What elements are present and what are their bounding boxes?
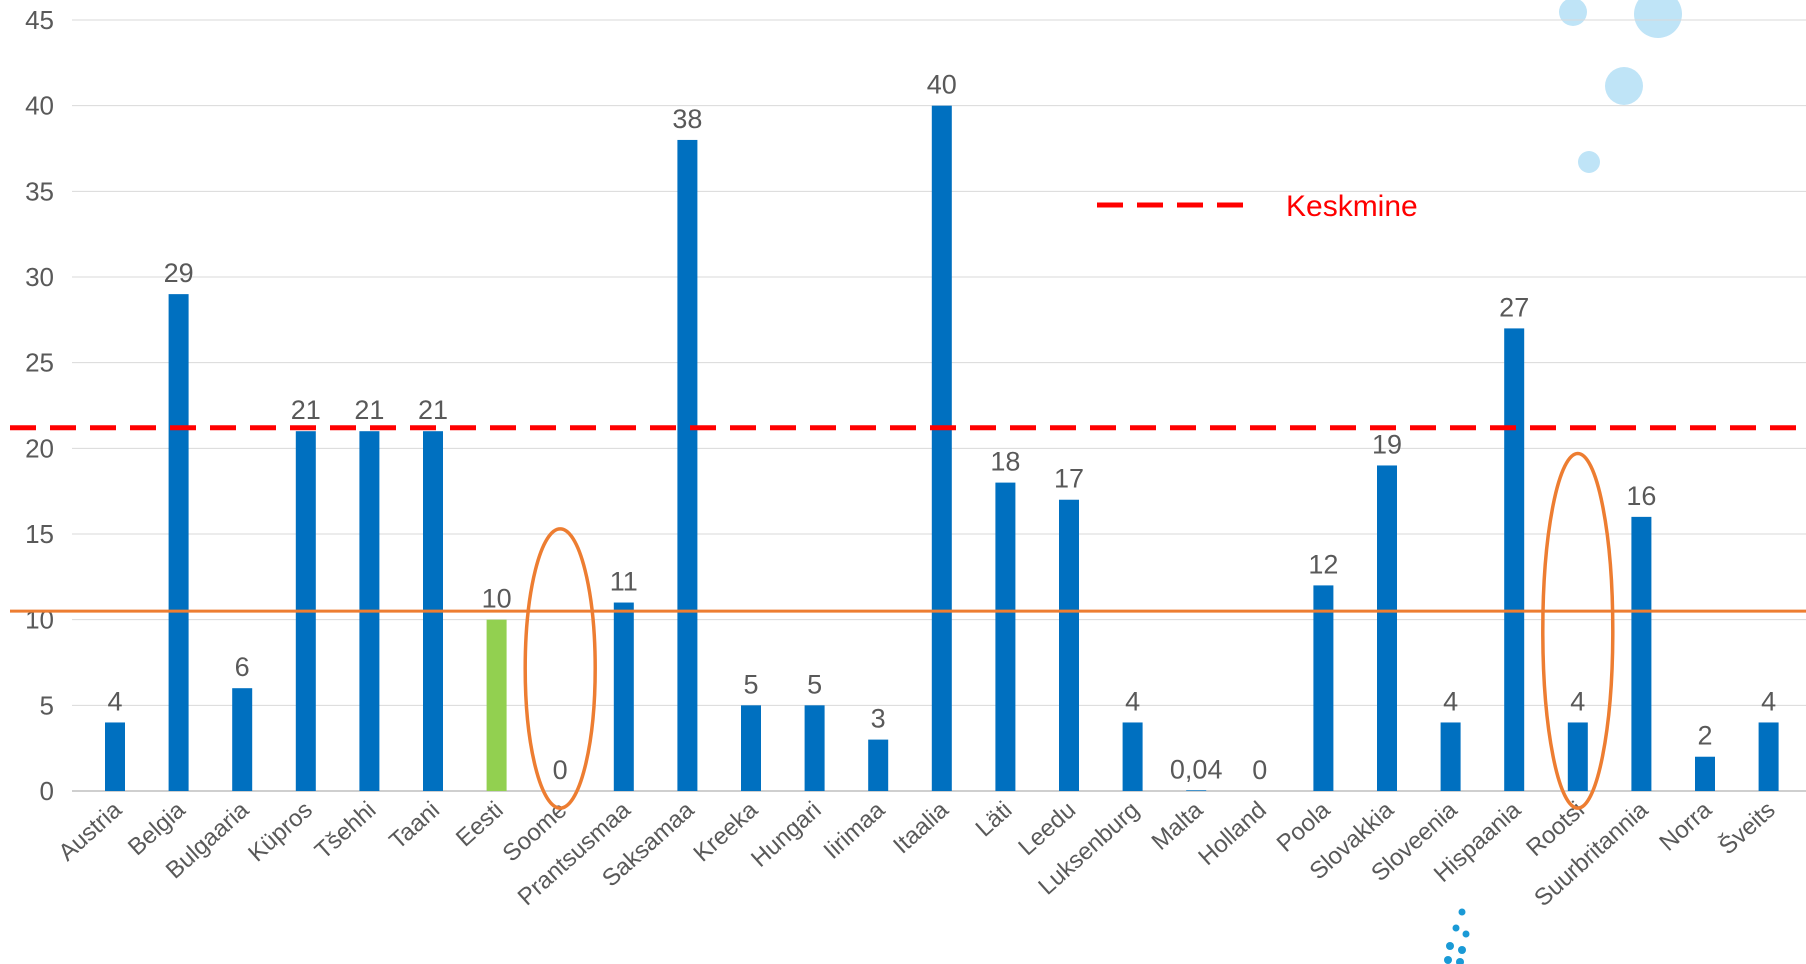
x-tick-label-taani: Taani: [384, 796, 445, 854]
data-label-holland: 0: [1252, 755, 1267, 785]
x-tick-label-sveits: Šveits: [1713, 796, 1780, 861]
y-tick-label-0: 0: [40, 776, 54, 806]
data-label-bulgaaria: 6: [235, 652, 250, 682]
bar-itaalia: [931, 105, 952, 791]
data-label-poola: 12: [1308, 549, 1338, 579]
data-label-suurbritannia: 16: [1626, 481, 1656, 511]
data-label-kupros: 21: [291, 395, 321, 425]
y-tick-label-20: 20: [25, 433, 54, 463]
highlight-circles: [523, 451, 1615, 810]
bar-leedu: [1059, 499, 1079, 791]
bar-hispaania: [1504, 328, 1525, 791]
data-label-tsehhi: 21: [354, 395, 384, 425]
decorative-bubble-2: [1634, 0, 1682, 38]
data-label-iirimaa: 3: [871, 704, 886, 734]
bar-lati: [995, 482, 1016, 791]
data-label-taani: 21: [418, 395, 448, 425]
data-label-itaalia: 40: [927, 70, 957, 100]
decorative-bubble-1: [1559, 0, 1587, 26]
highlight-circle-soome: [523, 527, 597, 810]
data-label-kreeka: 5: [743, 669, 758, 699]
data-label-soome: 0: [553, 755, 568, 785]
decorative-dot-4: [1446, 942, 1454, 950]
bar-poola: [1313, 585, 1334, 791]
data-label-leedu: 17: [1054, 464, 1084, 494]
bar-eesti: [486, 619, 507, 791]
data-label-slovakkia: 19: [1372, 429, 1402, 459]
bar-luksenburg: [1122, 722, 1143, 791]
y-tick-label-25: 25: [25, 348, 54, 378]
decorative-dot-1: [1458, 908, 1466, 916]
y-tick-label-5: 5: [40, 690, 54, 720]
x-tick-label-holland: Holland: [1193, 796, 1272, 871]
y-axis-tick-labels: 0 5 10 15 20 25 30 35 40 45: [25, 5, 54, 806]
x-tick-label-norra: Norra: [1654, 796, 1717, 857]
decorative-bubble-3: [1605, 67, 1643, 105]
y-tick-label-10: 10: [25, 605, 54, 635]
highlight-circle-rootsi: [1541, 451, 1615, 810]
bar-saksamaa: [677, 139, 698, 791]
x-tick-label-lati: Läti: [971, 796, 1018, 842]
y-tick-label-35: 35: [25, 176, 54, 206]
y-tick-label-40: 40: [25, 91, 54, 121]
data-label-prantsusmaa: 11: [610, 567, 638, 597]
legend-label-keskmine: Keskmine: [1286, 190, 1418, 223]
data-label-austria: 4: [107, 686, 122, 716]
bar-rootsi: [1567, 722, 1588, 791]
bar-norra: [1695, 756, 1715, 791]
data-labels: 4 29 6 21 21 21 10 0 11 38 5 5 3 40 18 17 4 0,04 0 12 19 4 27 4…: [107, 70, 1776, 785]
x-tick-label-austria: Austria: [53, 796, 127, 866]
data-label-rootsi: 4: [1570, 686, 1585, 716]
data-label-lati: 18: [990, 447, 1020, 477]
x-tick-label-kupros: Küpros: [243, 796, 318, 867]
bar-series: [105, 105, 1779, 791]
decorative-dot-3: [1462, 930, 1470, 938]
data-label-hispaania: 27: [1499, 292, 1529, 322]
decorative-dot-7: [1456, 958, 1464, 964]
bar-belgia: [168, 294, 189, 791]
x-tick-label-eesti: Eesti: [451, 796, 509, 852]
bar-sveits: [1758, 722, 1779, 791]
bar-austria: [105, 722, 125, 791]
data-label-sloveenia: 4: [1443, 686, 1458, 716]
decorative-bubble-4: [1578, 151, 1600, 173]
reference-lines: [10, 425, 1806, 613]
x-tick-label-iirimaa: Iirimaa: [819, 796, 891, 865]
decorative-bubbles: [1444, 0, 1682, 964]
bar-sloveenia: [1440, 722, 1461, 791]
bar-kreeka: [741, 705, 761, 791]
decorative-dot-2: [1452, 924, 1460, 932]
decorative-dot-5: [1458, 946, 1466, 954]
x-tick-label-tsehhi: Tšehhi: [310, 796, 382, 864]
data-label-luksenburg: 4: [1125, 686, 1140, 716]
bar-bulgaaria: [232, 688, 253, 791]
bar-iirimaa: [868, 739, 889, 791]
legend: Keskmine: [1097, 190, 1418, 223]
data-label-norra: 2: [1697, 721, 1712, 751]
data-label-saksamaa: 38: [672, 104, 702, 134]
data-label-belgia: 29: [164, 258, 194, 288]
y-tick-label-15: 15: [25, 519, 54, 549]
bar-suurbritannia: [1631, 516, 1652, 791]
data-label-eesti: 10: [482, 584, 512, 614]
y-tick-label-30: 30: [25, 262, 54, 292]
bar-hungari: [804, 705, 825, 791]
y-tick-label-45: 45: [25, 5, 54, 35]
data-label-hungari: 5: [807, 669, 822, 699]
x-tick-label-itaalia: Itaalia: [888, 796, 954, 859]
x-tick-label-hungari: Hungari: [746, 796, 827, 872]
data-label-sveits: 4: [1761, 686, 1776, 716]
bar-slovakkia: [1377, 465, 1397, 791]
data-label-malta: 0,04: [1170, 754, 1223, 784]
bar-malta: [1186, 790, 1207, 791]
decorative-dot-6: [1444, 956, 1452, 964]
bar-prantsusmaa: [613, 602, 634, 791]
